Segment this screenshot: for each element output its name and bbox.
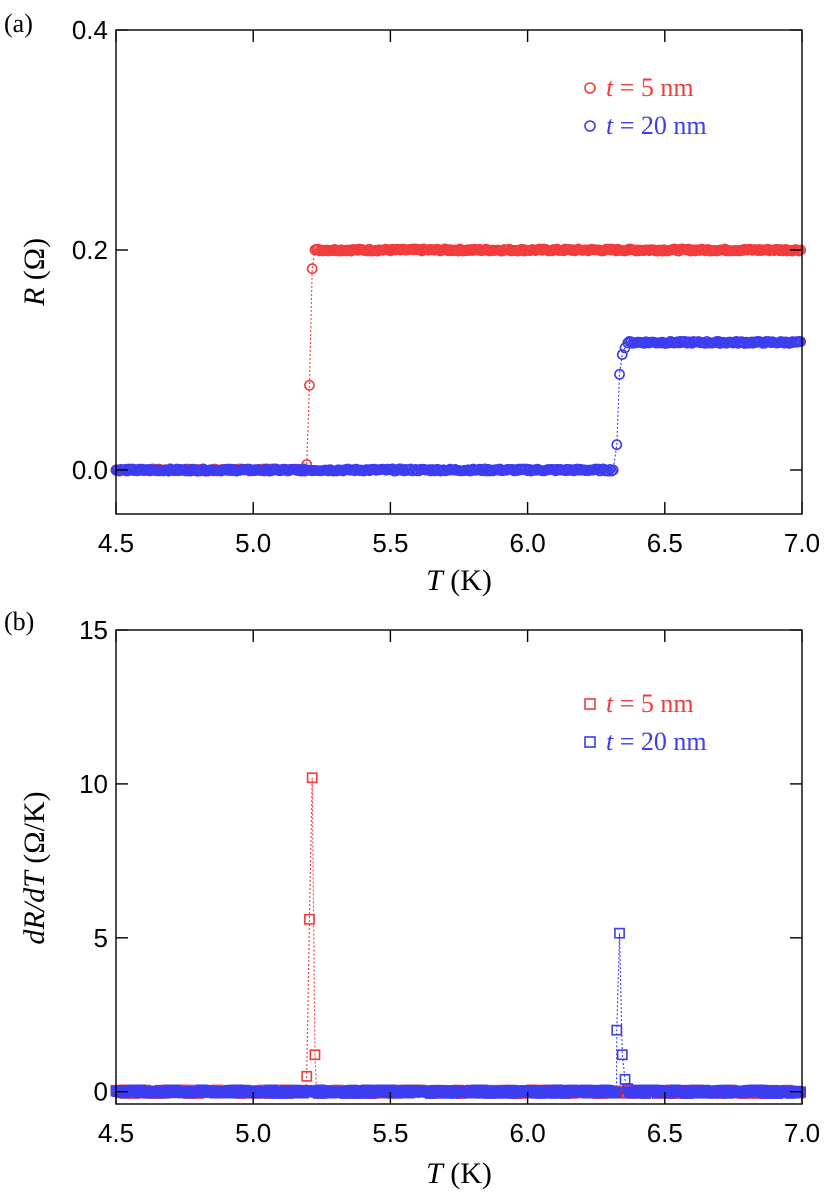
panel-b-series-2-point bbox=[614, 927, 625, 939]
panel-a-series-1-line bbox=[115, 248, 801, 472]
panel-b-legend-label-1: t = 5 nm bbox=[606, 689, 694, 718]
panel-b-x-tick-label: 7.0 bbox=[784, 1118, 820, 1148]
panel-b-series-2 bbox=[110, 927, 807, 1099]
panel-b-plot-area bbox=[110, 772, 807, 1099]
panel-a-series-2-point bbox=[614, 368, 625, 380]
panel-b-tag: (b) bbox=[4, 607, 34, 636]
panel-b-series-2-point bbox=[611, 1024, 623, 1036]
panel-a-series-1-point bbox=[772, 244, 783, 255]
panel-a-y-tick-label: 0.4 bbox=[72, 15, 108, 45]
panel-a-plot-area bbox=[110, 243, 807, 477]
panel-a: (a) 4.5 5.0 5.5 6.0 6.5 7.0 0.0 0.2 0.4 t = 5 nm… bbox=[4, 9, 820, 597]
panel-b-series-1-point bbox=[306, 772, 318, 784]
panel-b-series-1-point bbox=[309, 1049, 321, 1061]
panel-a-series-2 bbox=[110, 335, 807, 477]
panel-b-series-2-point bbox=[616, 1049, 628, 1061]
panel-a-legend-label-2: t = 20 nm bbox=[606, 111, 707, 140]
panel-b-series-1-point bbox=[304, 913, 315, 925]
panel-a-x-axis-var: T bbox=[426, 564, 445, 597]
panel-b-y-tick-label: 15 bbox=[79, 615, 108, 645]
panel-b-x-axis-var: T bbox=[426, 1157, 445, 1190]
panel-a-legend-rest-2: = 20 nm bbox=[613, 111, 706, 140]
panel-a-series-2-line bbox=[115, 340, 801, 472]
panel-a-legend-var-2: t bbox=[606, 111, 614, 140]
panel-b-y-tick-label: 0 bbox=[94, 1077, 108, 1107]
panel-b-series-1-line bbox=[115, 777, 801, 1095]
panel-b-x-tick-label: 5.5 bbox=[372, 1118, 408, 1148]
panel-b-y-axis-unit: (Ω/K) bbox=[18, 791, 51, 871]
panel-a-series-1-point bbox=[306, 263, 318, 275]
panel-b-y-tick-label: 10 bbox=[79, 769, 108, 799]
panel-a-series-2-point bbox=[560, 465, 571, 477]
panel-a-legend-rest-1: = 5 nm bbox=[613, 73, 693, 102]
panel-a-legend-label-1: t = 5 nm bbox=[606, 73, 694, 102]
panel-a-x-tick-label: 6.5 bbox=[647, 528, 683, 558]
panel-b-series-1-point bbox=[301, 1070, 313, 1082]
panel-b-legend: t = 5 nmt = 20 nm bbox=[584, 689, 707, 756]
panel-b-legend-rest-2: = 20 nm bbox=[613, 727, 706, 756]
panel-a-x-tick-label: 6.0 bbox=[510, 528, 546, 558]
panel-b-y-axis-var: dR/dT bbox=[18, 869, 51, 945]
panel-a-series-2-point bbox=[481, 465, 492, 477]
panel-b-legend-marker-2 bbox=[584, 736, 596, 748]
panel-b-ticks: 4.5 5.0 5.5 6.0 6.5 7.0 0 5 10 15 bbox=[79, 615, 820, 1148]
panel-b-legend-marker-1 bbox=[584, 698, 596, 710]
panel-a-series-2-point bbox=[169, 465, 181, 476]
panel-b-x-tick-label: 6.5 bbox=[647, 1118, 683, 1148]
panel-b-legend-label-2: t = 20 nm bbox=[606, 727, 707, 756]
panel-a-x-tick-label: 4.5 bbox=[98, 528, 134, 558]
panel-a-series-2-point bbox=[408, 465, 420, 477]
panel-a-series-2-point bbox=[795, 336, 807, 348]
panel-a-series-1-point bbox=[604, 243, 616, 255]
panel-a-series-1-point bbox=[304, 379, 315, 391]
panel-b-y-axis-label: dR/dT (Ω/K) bbox=[18, 791, 51, 944]
panel-a-legend-marker-2 bbox=[584, 120, 596, 132]
panel-a-x-axis-unit: (K) bbox=[443, 564, 492, 597]
panel-b-series-2-point bbox=[611, 1087, 622, 1099]
panel-a-series-2-point bbox=[616, 349, 628, 360]
panel-a-x-tick-label: 5.5 bbox=[372, 528, 408, 558]
panel-b-x-tick-label: 4.5 bbox=[98, 1118, 134, 1148]
panel-a-x-tick-label: 7.0 bbox=[784, 528, 820, 558]
panel-a-series-1-point bbox=[752, 245, 764, 256]
panel-a-series-1-point bbox=[464, 245, 476, 256]
panel-a-y-tick-label: 0.0 bbox=[72, 455, 108, 485]
panel-a-frame bbox=[115, 29, 803, 515]
panel-a-ticks: 4.5 5.0 5.5 6.0 6.5 7.0 0.0 0.2 0.4 bbox=[72, 15, 820, 558]
panel-b-x-tick-label: 6.0 bbox=[510, 1118, 546, 1148]
panel-a-y-tick-label: 0.2 bbox=[72, 235, 108, 265]
panel-a-legend: t = 5 nmt = 20 nm bbox=[584, 73, 707, 140]
panel-a-series-2-point bbox=[250, 465, 262, 476]
panel-b-series-2-point bbox=[609, 1086, 621, 1098]
panel-a-legend-var-1: t bbox=[606, 73, 614, 102]
panel-a-series-2-point bbox=[739, 338, 751, 349]
panel-a-y-axis-var: R bbox=[18, 288, 51, 307]
panel-b-x-tick-label: 5.0 bbox=[235, 1118, 271, 1148]
panel-a-x-axis-label: T (K) bbox=[426, 564, 492, 597]
panel-b-legend-var-2: t bbox=[606, 727, 614, 756]
panel-a-series-1 bbox=[110, 243, 807, 477]
panel-b-frame bbox=[115, 629, 803, 1105]
panel-b-x-axis-label: T (K) bbox=[426, 1157, 492, 1190]
panel-a-tag: (a) bbox=[4, 9, 33, 38]
panel-a-x-tick-label: 5.0 bbox=[235, 528, 271, 558]
panel-a-series-2-point bbox=[611, 439, 623, 451]
panel-a-y-axis-label: R (Ω) bbox=[18, 238, 51, 307]
panel-b-series-1 bbox=[110, 772, 807, 1099]
panel-b-legend-var-1: t bbox=[606, 689, 614, 718]
panel-b-legend-rest-1: = 5 nm bbox=[613, 689, 693, 718]
panel-b-y-tick-label: 5 bbox=[94, 923, 108, 953]
panel-a-series-1-point bbox=[656, 245, 668, 257]
panel-b-x-axis-unit: (K) bbox=[443, 1157, 492, 1190]
panel-b-series-2-line bbox=[115, 933, 801, 1095]
panel-a-series-2-point bbox=[602, 465, 614, 477]
panel-a-y-axis-unit: (Ω) bbox=[18, 238, 51, 288]
panel-a-legend-marker-1 bbox=[584, 82, 596, 94]
panel-a-series-2-point bbox=[607, 464, 619, 476]
